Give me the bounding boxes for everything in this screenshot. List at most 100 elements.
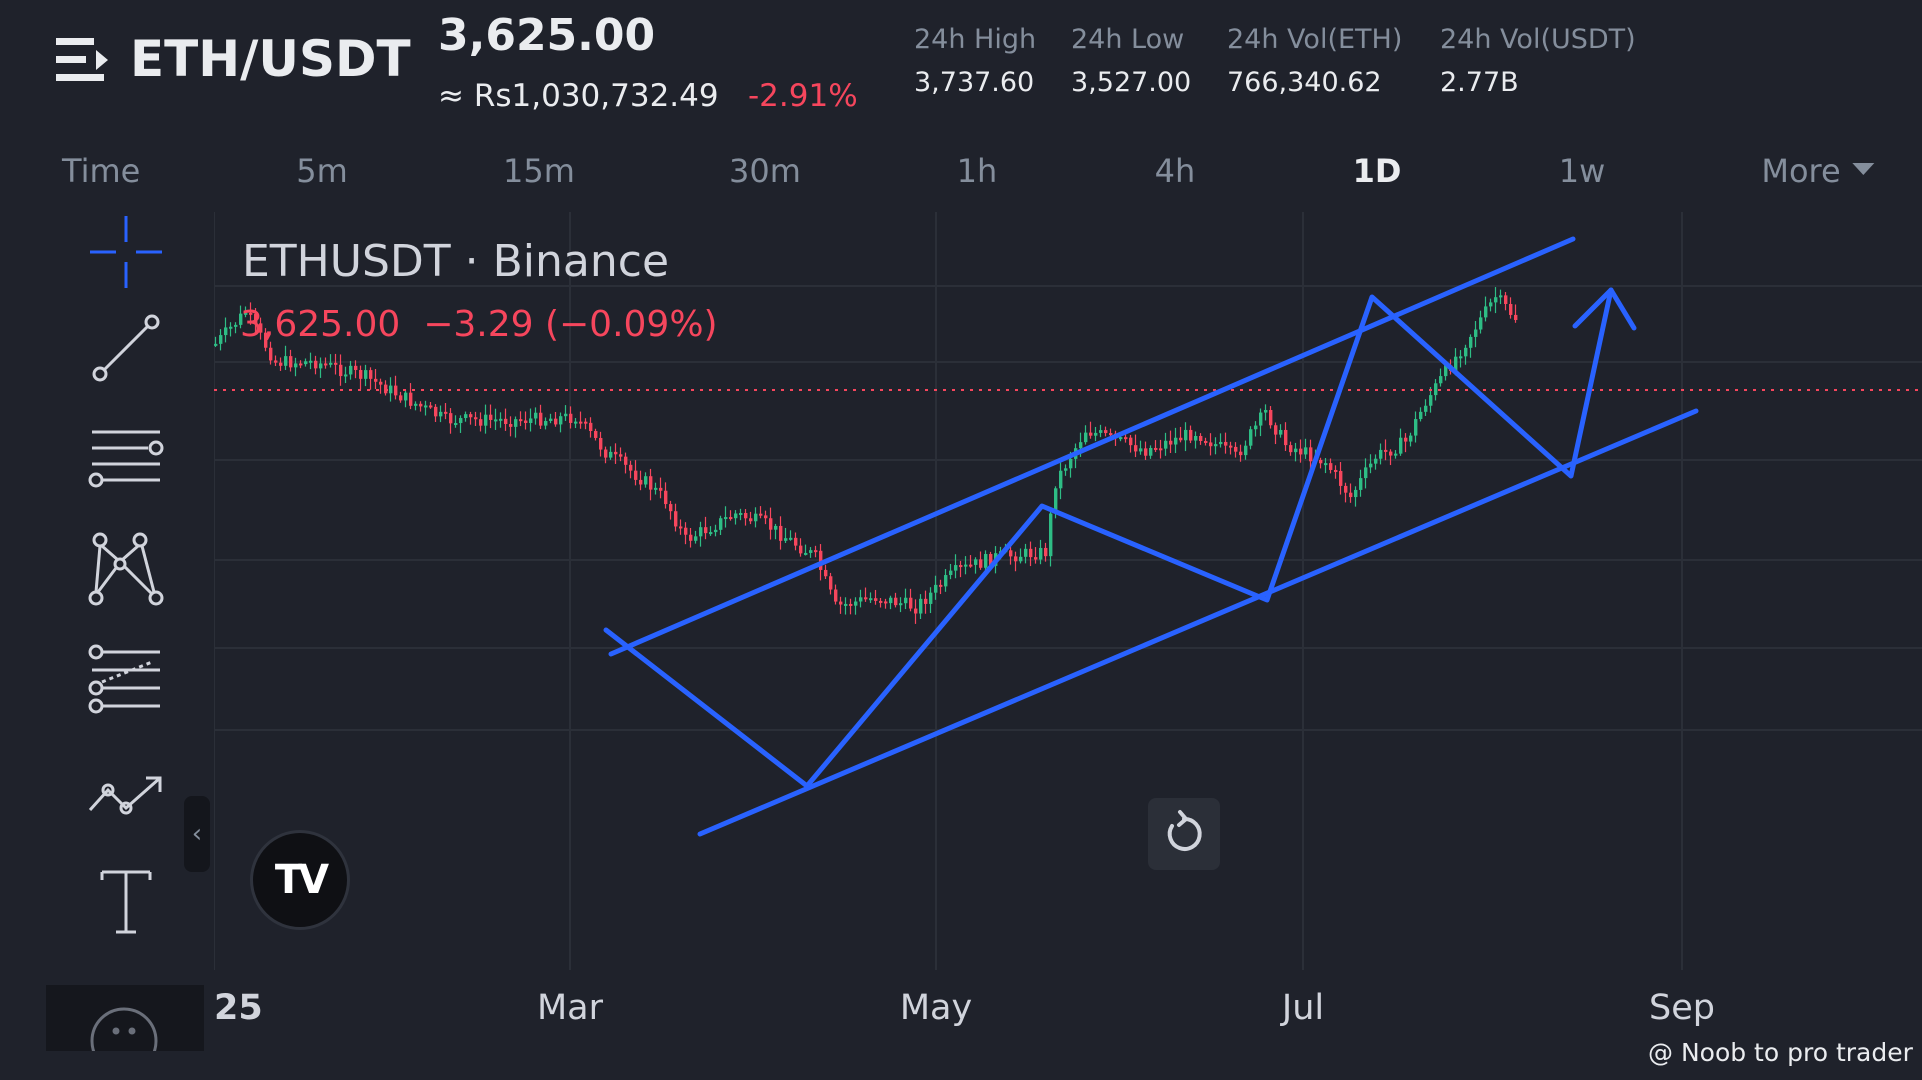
crosshair-icon[interactable] — [86, 212, 166, 292]
interval-30m[interactable]: 30m — [729, 152, 801, 190]
candle — [889, 595, 893, 610]
candle — [1089, 421, 1093, 439]
candle — [1064, 464, 1068, 476]
candle — [774, 523, 778, 540]
drawing-toolbar — [46, 212, 204, 1050]
text-icon[interactable] — [86, 862, 166, 942]
candle — [444, 403, 448, 420]
candle — [279, 357, 283, 371]
candle — [414, 401, 418, 411]
candle — [754, 507, 758, 528]
candle — [554, 412, 558, 427]
candle — [1029, 541, 1033, 567]
collapse-toolbar-button[interactable]: ‹ — [184, 796, 210, 872]
candle — [669, 500, 673, 520]
candle — [269, 341, 273, 365]
candle — [564, 405, 568, 421]
candle — [359, 365, 363, 390]
interval-more[interactable]: More — [1761, 152, 1875, 190]
candle — [1034, 547, 1038, 564]
candle — [979, 551, 983, 570]
candle — [809, 547, 813, 558]
candle — [959, 560, 963, 578]
interval-1d[interactable]: 1D — [1352, 152, 1402, 190]
candle — [1169, 430, 1173, 454]
candle — [1459, 350, 1463, 368]
interval-1h[interactable]: 1h — [956, 152, 998, 190]
candle — [344, 366, 348, 384]
candle — [1374, 454, 1378, 470]
fib-retracement-icon[interactable] — [86, 642, 166, 722]
candle — [1149, 445, 1153, 459]
candle — [744, 509, 748, 526]
candle — [734, 510, 738, 525]
more-tools-button[interactable] — [46, 985, 204, 1051]
candle — [784, 527, 788, 544]
interval-15m[interactable]: 15m — [503, 152, 575, 190]
fiat-price: ≈ Rs1,030,732.49 — [438, 78, 719, 114]
interval-time[interactable]: Time — [62, 152, 141, 190]
candlestick-chart[interactable] — [214, 212, 1922, 970]
interval-5m[interactable]: 5m — [296, 152, 348, 190]
candle — [364, 364, 368, 387]
candle — [1369, 454, 1373, 474]
candle — [1364, 458, 1368, 489]
interval-4h[interactable]: 4h — [1154, 152, 1196, 190]
tradingview-logo[interactable]: TV — [250, 830, 350, 930]
candle — [409, 383, 413, 410]
candle — [694, 530, 698, 544]
candle — [1304, 438, 1308, 459]
candle — [379, 378, 383, 394]
chevron-down-icon — [1852, 163, 1875, 175]
candle — [1464, 344, 1468, 365]
horizontal-lines-icon[interactable] — [86, 418, 166, 498]
candle — [559, 412, 563, 433]
menu-icon[interactable] — [56, 36, 110, 84]
candle — [1489, 298, 1493, 312]
candle — [1424, 399, 1428, 416]
patterns-icon[interactable] — [86, 530, 166, 610]
interval-1w[interactable]: 1w — [1558, 152, 1606, 190]
candle — [684, 522, 688, 545]
stat-label: 24h High — [914, 24, 1037, 55]
stat-value: 3,737.60 — [914, 67, 1035, 98]
candle — [879, 597, 883, 608]
candle — [1209, 433, 1213, 456]
pair-name[interactable]: ETH/USDT — [130, 30, 411, 88]
candle — [904, 588, 908, 610]
candle — [1144, 441, 1148, 460]
candle — [519, 411, 523, 427]
prediction-icon[interactable] — [86, 752, 166, 832]
candle — [314, 355, 318, 375]
candle — [339, 354, 343, 386]
candle — [629, 460, 633, 479]
candle — [1329, 458, 1333, 474]
candle — [429, 401, 433, 409]
time-axis-label: Sep — [1649, 988, 1715, 1028]
stat-value: 2.77B — [1440, 67, 1519, 98]
time-axis-label: 25 — [214, 988, 263, 1028]
candle — [1339, 462, 1343, 495]
legend-last-price: 3,625.00 — [240, 304, 401, 345]
candle — [1389, 449, 1393, 466]
price-chart[interactable]: ETHUSDT · Binance 3,625.00 −3.29 (−0.09%… — [214, 212, 1922, 970]
candle — [1224, 432, 1228, 454]
candle — [1429, 387, 1433, 413]
logo-text: TV — [274, 857, 329, 903]
candle — [1354, 486, 1358, 507]
candle — [484, 404, 488, 434]
candle — [919, 594, 923, 620]
candle — [1099, 424, 1103, 438]
trend-line-icon[interactable] — [86, 308, 166, 388]
candle — [689, 527, 693, 548]
candle — [1319, 457, 1323, 469]
candle — [1194, 431, 1198, 449]
candle — [929, 587, 933, 614]
reset-chart-button[interactable] — [1148, 798, 1220, 870]
candle — [384, 380, 388, 396]
candle — [1244, 440, 1248, 460]
candle — [779, 516, 783, 550]
candle — [659, 477, 663, 499]
candle — [1254, 421, 1258, 437]
candle — [1294, 442, 1298, 462]
